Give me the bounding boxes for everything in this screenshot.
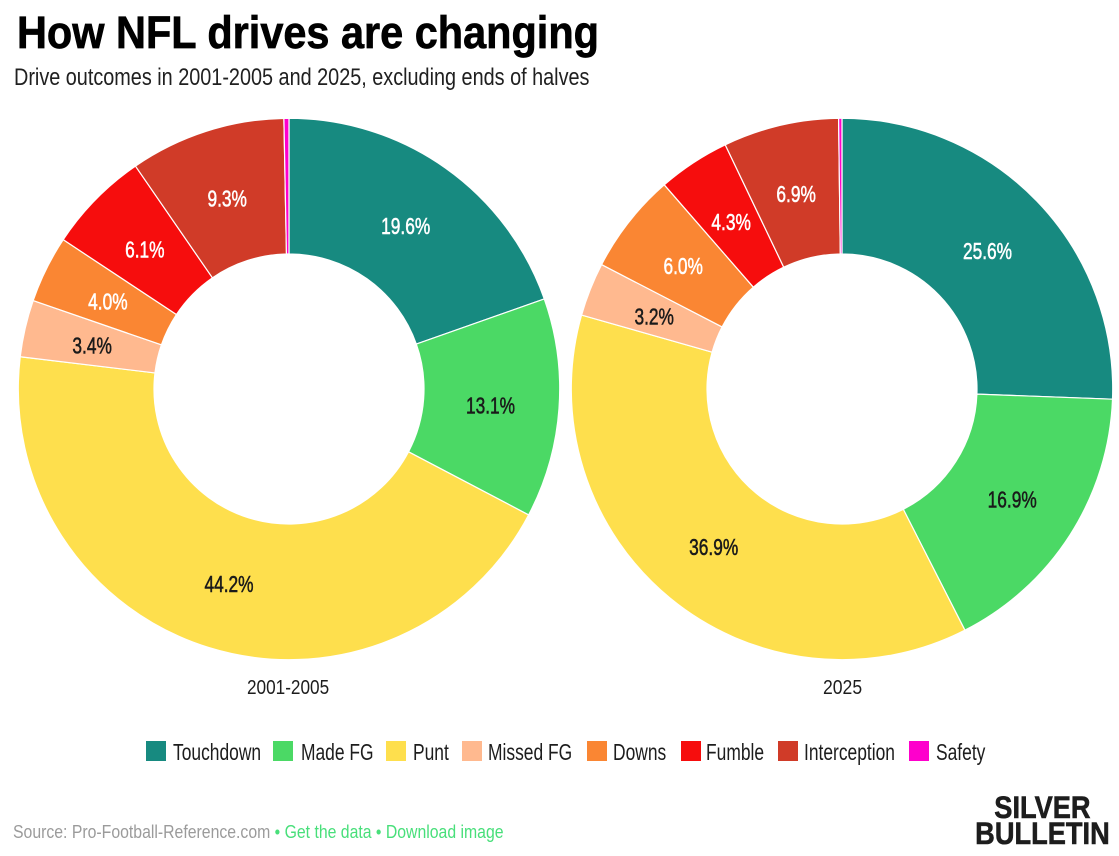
svg-text:25.6%: 25.6% bbox=[963, 238, 1012, 264]
svg-text:6.9%: 6.9% bbox=[776, 182, 815, 208]
svg-text:6.0%: 6.0% bbox=[663, 254, 702, 280]
svg-text:4.3%: 4.3% bbox=[711, 210, 750, 236]
svg-text:6.1%: 6.1% bbox=[125, 237, 164, 263]
svg-text:16.9%: 16.9% bbox=[988, 487, 1037, 513]
svg-text:19.6%: 19.6% bbox=[381, 213, 430, 239]
svg-text:4.0%: 4.0% bbox=[88, 289, 127, 315]
svg-text:13.1%: 13.1% bbox=[466, 393, 515, 419]
svg-text:3.2%: 3.2% bbox=[634, 304, 673, 330]
svg-text:3.4%: 3.4% bbox=[72, 333, 111, 359]
svg-text:9.3%: 9.3% bbox=[207, 186, 246, 212]
svg-text:44.2%: 44.2% bbox=[204, 571, 253, 597]
svg-text:36.9%: 36.9% bbox=[689, 534, 738, 560]
